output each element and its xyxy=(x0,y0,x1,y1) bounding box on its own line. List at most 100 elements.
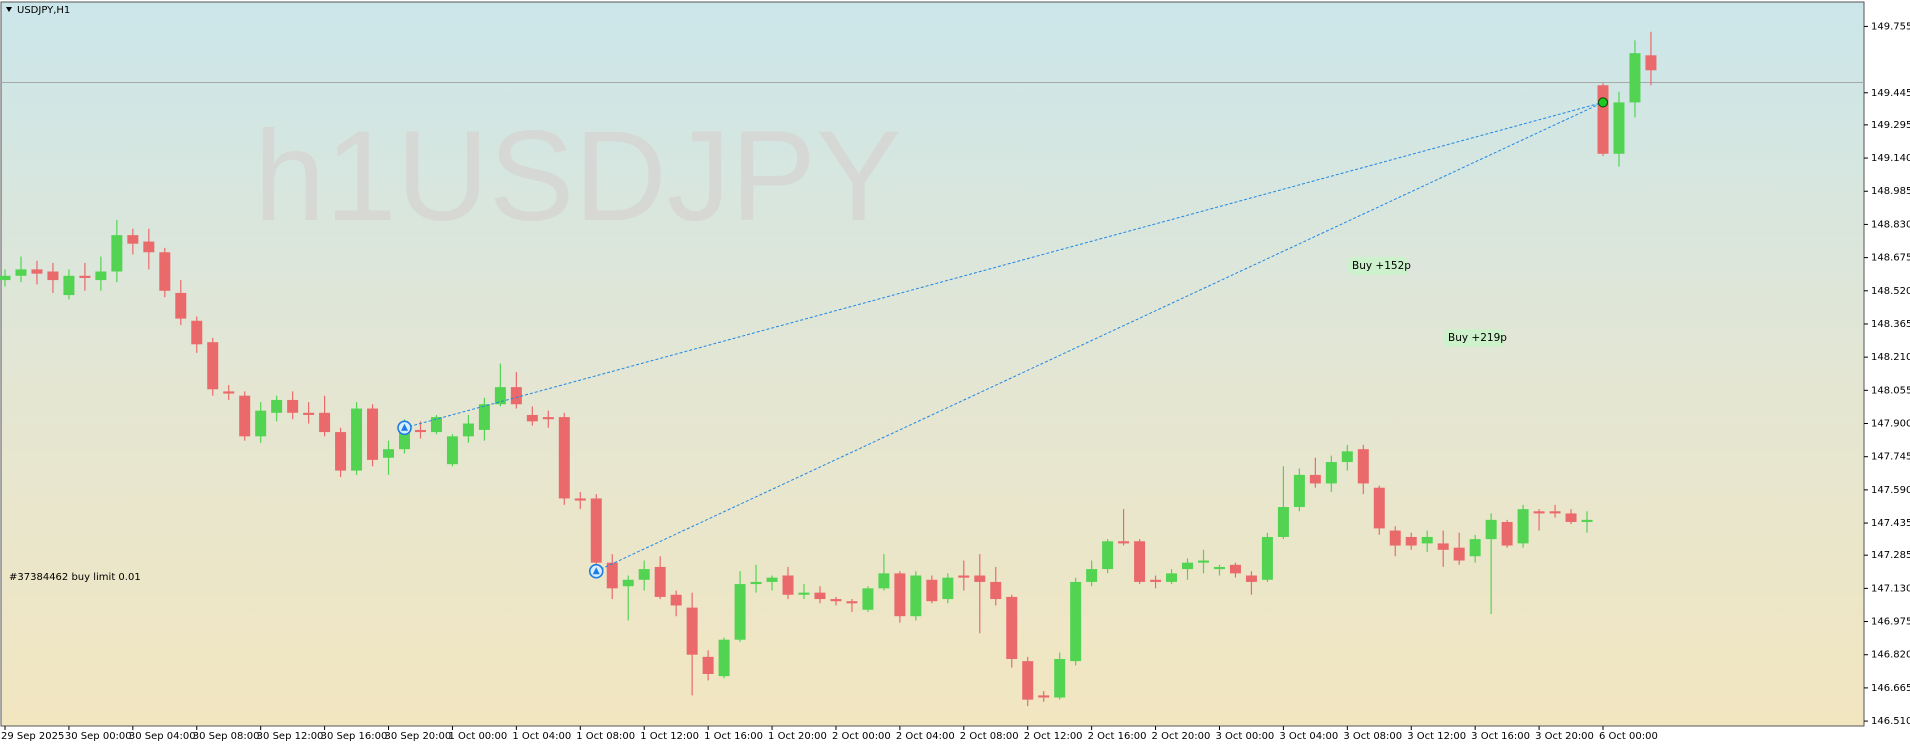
y-tick-label: 147.285 xyxy=(1871,550,1910,561)
chart-title: USDJPY,H1 xyxy=(17,5,70,16)
x-tick-label: 2 Oct 12:00 xyxy=(1024,731,1083,742)
candle-body xyxy=(798,592,810,595)
candle-body xyxy=(430,417,442,433)
candle-body xyxy=(175,292,187,319)
candle-body xyxy=(654,566,666,597)
x-tick-label: 30 Sep 04:00 xyxy=(129,731,196,742)
candle-body xyxy=(1613,102,1625,154)
candle-body xyxy=(1198,560,1209,563)
candle-body xyxy=(846,601,858,604)
candle-body xyxy=(1533,511,1545,514)
candle-body xyxy=(1357,449,1369,484)
x-tick-label: 1 Oct 16:00 xyxy=(704,731,763,742)
y-tick-label: 147.435 xyxy=(1871,518,1910,529)
candle-body xyxy=(910,575,922,617)
candle-body xyxy=(1373,487,1385,529)
candle-body xyxy=(1070,581,1082,662)
candle-body xyxy=(223,391,235,394)
x-tick-label: 3 Oct 04:00 xyxy=(1279,731,1338,742)
candle-body xyxy=(446,436,458,465)
candle-body xyxy=(1437,543,1449,550)
candle-body xyxy=(1629,53,1641,103)
candle-body xyxy=(1325,462,1337,484)
candle-body xyxy=(542,417,554,420)
candle-body xyxy=(510,387,522,405)
candle-body xyxy=(1309,474,1321,484)
candle-body xyxy=(1102,541,1114,570)
candle-body xyxy=(1229,564,1241,574)
candle-body xyxy=(159,252,171,291)
candle-body xyxy=(31,269,43,274)
candle-body xyxy=(1597,85,1609,154)
candle-body xyxy=(574,498,586,501)
x-tick-label: 2 Oct 04:00 xyxy=(896,731,955,742)
x-tick-label: 2 Oct 08:00 xyxy=(960,731,1019,742)
watermark: h1USDJPY xyxy=(254,105,901,248)
candle-body xyxy=(1645,55,1657,71)
candle-body xyxy=(1038,695,1050,698)
y-tick-label: 147.900 xyxy=(1871,419,1910,430)
y-tick-label: 147.130 xyxy=(1871,583,1910,594)
candle-body xyxy=(1245,575,1257,582)
menu-triangle[interactable] xyxy=(6,7,12,12)
y-tick-label: 146.510 xyxy=(1871,716,1910,727)
y-tick-label: 146.665 xyxy=(1871,683,1910,694)
y-tick-label: 148.520 xyxy=(1871,286,1910,297)
candle-body xyxy=(622,579,634,587)
y-tick-label: 148.365 xyxy=(1871,319,1910,330)
exit-marker xyxy=(1598,97,1608,108)
entry-arrow xyxy=(401,423,408,431)
candle-body xyxy=(399,432,410,450)
y-tick-label: 148.830 xyxy=(1871,219,1910,230)
x-tick-label: 2 Oct 20:00 xyxy=(1152,731,1211,742)
candle-body xyxy=(95,271,107,281)
candle-body xyxy=(351,408,363,471)
candle-body xyxy=(207,342,219,390)
candle-body xyxy=(766,577,778,582)
candle-body xyxy=(1421,536,1433,544)
candle-body xyxy=(191,320,203,345)
x-tick-label: 30 Sep 00:00 xyxy=(65,731,132,742)
x-tick-label: 1 Oct 04:00 xyxy=(512,731,571,742)
y-tick-label: 148.210 xyxy=(1871,352,1910,363)
candle-body xyxy=(1134,541,1146,582)
candle-body xyxy=(686,607,698,655)
candle-body xyxy=(1006,596,1018,659)
candle-body xyxy=(127,235,139,244)
x-tick-label: 29 Sep 2025 xyxy=(1,731,64,742)
candle-body xyxy=(1277,507,1289,537)
x-tick-label: 30 Sep 08:00 xyxy=(193,731,260,742)
candle-body xyxy=(782,575,794,595)
plot-area xyxy=(0,1,1865,727)
candle-body xyxy=(303,412,315,415)
x-tick-label: 1 Oct 20:00 xyxy=(768,731,827,742)
candle-body xyxy=(958,575,970,578)
x-tick-label: 1 Oct 12:00 xyxy=(640,731,699,742)
y-tick-label: 146.820 xyxy=(1871,650,1910,661)
candle-body xyxy=(239,395,251,437)
candle-body xyxy=(590,498,602,563)
candle-body xyxy=(1389,530,1401,546)
candle-body xyxy=(1405,536,1417,546)
candle-body xyxy=(1118,541,1130,544)
trade-label-bg xyxy=(1348,257,1408,275)
candle-body xyxy=(143,241,155,253)
candle-body xyxy=(367,408,379,460)
y-tick-label: 147.590 xyxy=(1871,485,1910,496)
candle-body xyxy=(990,581,1002,600)
entry-arrow xyxy=(592,567,600,575)
candle-body xyxy=(878,573,890,589)
x-tick-label: 1 Oct 00:00 xyxy=(448,731,507,742)
candle-body xyxy=(926,579,938,602)
candle-body xyxy=(558,417,570,499)
candle-body xyxy=(271,399,283,413)
candle-body xyxy=(670,594,682,606)
trade-label: Buy +152p xyxy=(1352,260,1411,272)
candle-body xyxy=(1581,519,1593,522)
candle-body xyxy=(702,656,714,674)
candle-body xyxy=(1213,566,1225,570)
x-tick-label: 3 Oct 12:00 xyxy=(1407,731,1466,742)
candle-body xyxy=(1501,521,1513,546)
candle-body xyxy=(462,423,474,437)
